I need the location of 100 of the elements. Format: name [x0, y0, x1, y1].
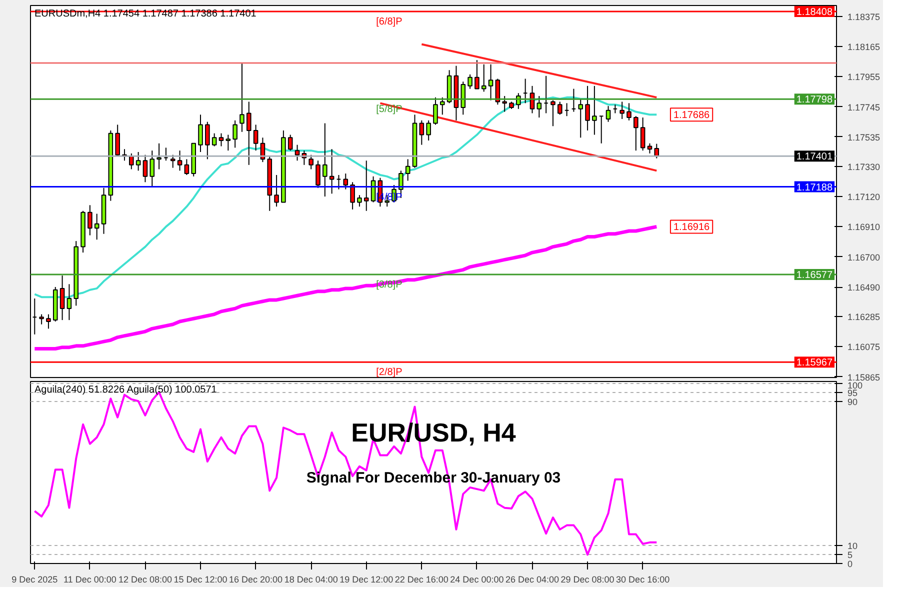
y-tick-label: 1.18165 — [848, 42, 880, 52]
candlestick — [226, 134, 231, 152]
candlestick — [419, 120, 424, 146]
annotation: 1.16577 — [796, 270, 833, 282]
candlestick — [350, 182, 355, 210]
annotation: 1.17188 — [796, 182, 833, 194]
y-tick-label: 5 — [848, 550, 853, 560]
text: 1.17686 — [673, 110, 710, 122]
candlestick — [488, 64, 494, 101]
x-tick-label: 15 Dec 12:00 — [174, 574, 228, 584]
candlestick — [426, 120, 431, 142]
candlestick — [316, 160, 320, 188]
candlestick — [654, 143, 660, 159]
candlestick — [626, 102, 632, 121]
candlestick — [150, 150, 155, 187]
candlestick — [218, 132, 224, 147]
x-tick-label: 19 Dec 12:00 — [340, 574, 394, 584]
candlestick — [198, 114, 203, 152]
y-tick-label: 1.15865 — [848, 372, 880, 382]
candlestick — [184, 158, 190, 176]
candlestick — [46, 314, 51, 330]
annotation: 1.17798 — [796, 94, 833, 106]
candlestick — [253, 124, 258, 152]
y-tick-label: 1.17330 — [848, 162, 880, 172]
candlestick — [66, 284, 72, 321]
candlestick — [246, 101, 252, 166]
candlestick — [592, 85, 597, 136]
candlestick — [129, 152, 134, 170]
y-tick-label: 1.17745 — [848, 102, 880, 112]
y-tick-label: 1.18375 — [848, 12, 880, 22]
candlestick — [177, 150, 182, 172]
candlestick — [240, 62, 244, 132]
y-tick-label: 1.16910 — [848, 222, 880, 232]
candlestick — [156, 142, 162, 170]
x-tick-label: 9 Dec 2025 — [12, 574, 58, 584]
candlestick — [578, 98, 584, 138]
x-tick-label: 22 Dec 16:00 — [394, 574, 448, 584]
candlestick — [212, 132, 217, 147]
candlestick — [550, 100, 556, 127]
y-tick-label: 1.17120 — [848, 192, 880, 202]
candlestick — [468, 74, 472, 90]
y-tick-label: 1.17955 — [848, 72, 880, 82]
x-tick-label: 11 Dec 00:00 — [64, 574, 116, 584]
candlestick — [640, 117, 646, 152]
candlestick — [142, 154, 148, 183]
candlestick — [322, 122, 328, 198]
candlestick — [115, 124, 120, 157]
annotation: 1.15967 — [796, 358, 833, 369]
candlestick — [39, 314, 44, 325]
x-tick-label: 29 Dec 08:00 — [560, 574, 614, 584]
y-tick-label: 1.17535 — [848, 132, 880, 142]
candlestick — [232, 120, 238, 148]
y-tick-label: 0 — [848, 559, 853, 569]
candlestick — [88, 204, 92, 236]
ref-line-label: [5/8]P — [376, 104, 403, 116]
candlestick — [308, 154, 314, 170]
candlestick — [288, 134, 293, 152]
candlestick — [536, 95, 542, 118]
candlestick — [557, 101, 562, 116]
candlestick — [460, 81, 466, 116]
y-tick-label: 1.16075 — [848, 342, 880, 352]
x-tick-label: 12 Dec 08:00 — [118, 574, 172, 584]
chart-title: EURUSDm,H4 1.17454 1.17487 1.17386 1.17401 — [34, 8, 257, 20]
candlestick — [634, 116, 638, 152]
candlestick — [205, 121, 210, 160]
candlestick — [94, 213, 100, 240]
x-tick-label: 26 Dec 04:00 — [505, 574, 560, 584]
candlestick — [606, 106, 611, 122]
candlestick — [364, 160, 369, 212]
candlestick — [474, 60, 480, 90]
candlestick — [433, 96, 438, 126]
y-tick-label: 1.16285 — [848, 312, 880, 322]
y-tick-label: 90 — [848, 396, 858, 407]
y-tick-label: 1.16490 — [848, 282, 880, 293]
candlestick — [170, 154, 176, 168]
annotation: 1.17401 — [796, 152, 833, 163]
y-tick-label: 10 — [848, 540, 858, 551]
x-tick-label: 16 Dec 20:00 — [229, 574, 283, 584]
candlestick — [136, 152, 141, 172]
y-tick-label: 1.16700 — [848, 252, 880, 262]
y-tick-label: 100 — [848, 380, 863, 390]
x-tick-label: 24 Dec 00:00 — [450, 574, 504, 584]
candlestick — [502, 95, 507, 112]
x-tick-label: 30 Dec 16:00 — [616, 574, 670, 584]
candlestick — [294, 144, 300, 162]
candlestick — [620, 101, 624, 120]
annotation: 1.18408 — [796, 7, 833, 18]
candlestick — [405, 158, 410, 182]
candlestick — [440, 96, 445, 116]
ref-line-label: [6/8]P — [376, 16, 403, 28]
text: 1.16916 — [673, 222, 710, 234]
candlestick — [60, 275, 65, 321]
chart-title: Aguila(240) 51.8226 Aguila(50) 100.0571 — [34, 384, 218, 396]
line-series — [32, 224, 658, 351]
candlestick — [343, 173, 348, 190]
candlestick — [647, 142, 652, 154]
candlestick — [481, 64, 486, 92]
x-tick-label: 18 Dec 04:00 — [284, 574, 338, 584]
candlestick — [585, 85, 590, 131]
candlestick — [274, 174, 279, 208]
